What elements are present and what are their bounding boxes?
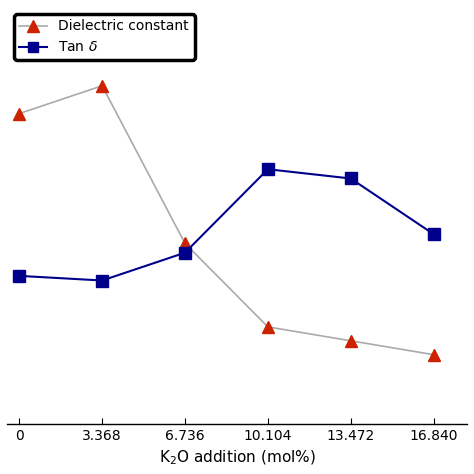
X-axis label: K$_2$O addition (mol%): K$_2$O addition (mol%) (159, 449, 315, 467)
Legend: Dielectric constant, Tan $\delta$: Dielectric constant, Tan $\delta$ (14, 14, 194, 60)
